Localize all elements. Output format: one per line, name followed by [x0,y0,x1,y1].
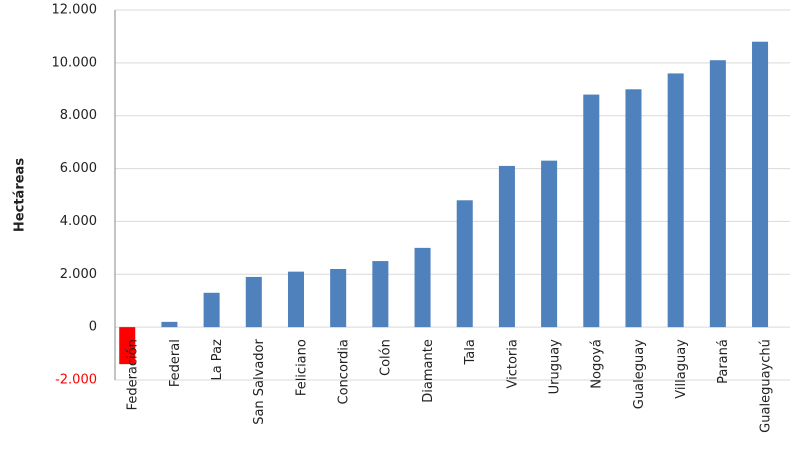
bar [583,94,600,328]
x-tick-label: Villaguay [674,339,689,399]
bar [330,269,347,328]
x-tick-label: Uruguay [547,339,562,395]
bar [456,200,473,328]
x-tick-label: Feliciano [294,339,309,396]
x-tick-label: Colón [379,339,394,376]
x-tick-label: Gualeguay [632,339,647,409]
bar [541,160,558,328]
x-tick-label: Federal [168,339,183,387]
x-tick-label: Paraná [716,339,731,384]
x-tick-label: San Salvador [252,338,267,424]
bar [161,321,178,328]
x-tick-label: Diamante [421,339,436,403]
y-tick-label: 0 [89,320,97,335]
y-axis-label: Hectáreas [13,158,28,232]
y-tick-label: 2.000 [60,267,97,282]
y-tick-label: 8.000 [60,108,97,123]
x-tick-label: Tala [463,339,478,365]
x-tick-label: Victoria [505,339,520,388]
bar [245,276,262,328]
y-tick-label: 12.000 [52,3,98,18]
x-tick-label: Gualeguaychú [758,339,773,433]
y-tick-label: 6.000 [60,161,97,176]
bar [625,89,642,328]
x-tick-label: Nogoyá [590,339,605,389]
x-tick-label: La Paz [210,339,225,381]
bar [372,261,389,328]
y-tick-label: -2.000 [55,373,97,388]
bar [414,247,431,328]
bar [119,327,136,365]
bar [709,60,726,328]
bar [667,73,684,328]
x-tick-label: Federación [126,339,141,410]
bar [752,41,769,328]
bar [498,165,515,328]
bar [287,271,304,328]
y-tick-label: 10.000 [52,55,98,70]
y-tick-label: 4.000 [60,214,97,229]
bar [203,292,220,328]
x-tick-label: Concordia [337,339,352,404]
